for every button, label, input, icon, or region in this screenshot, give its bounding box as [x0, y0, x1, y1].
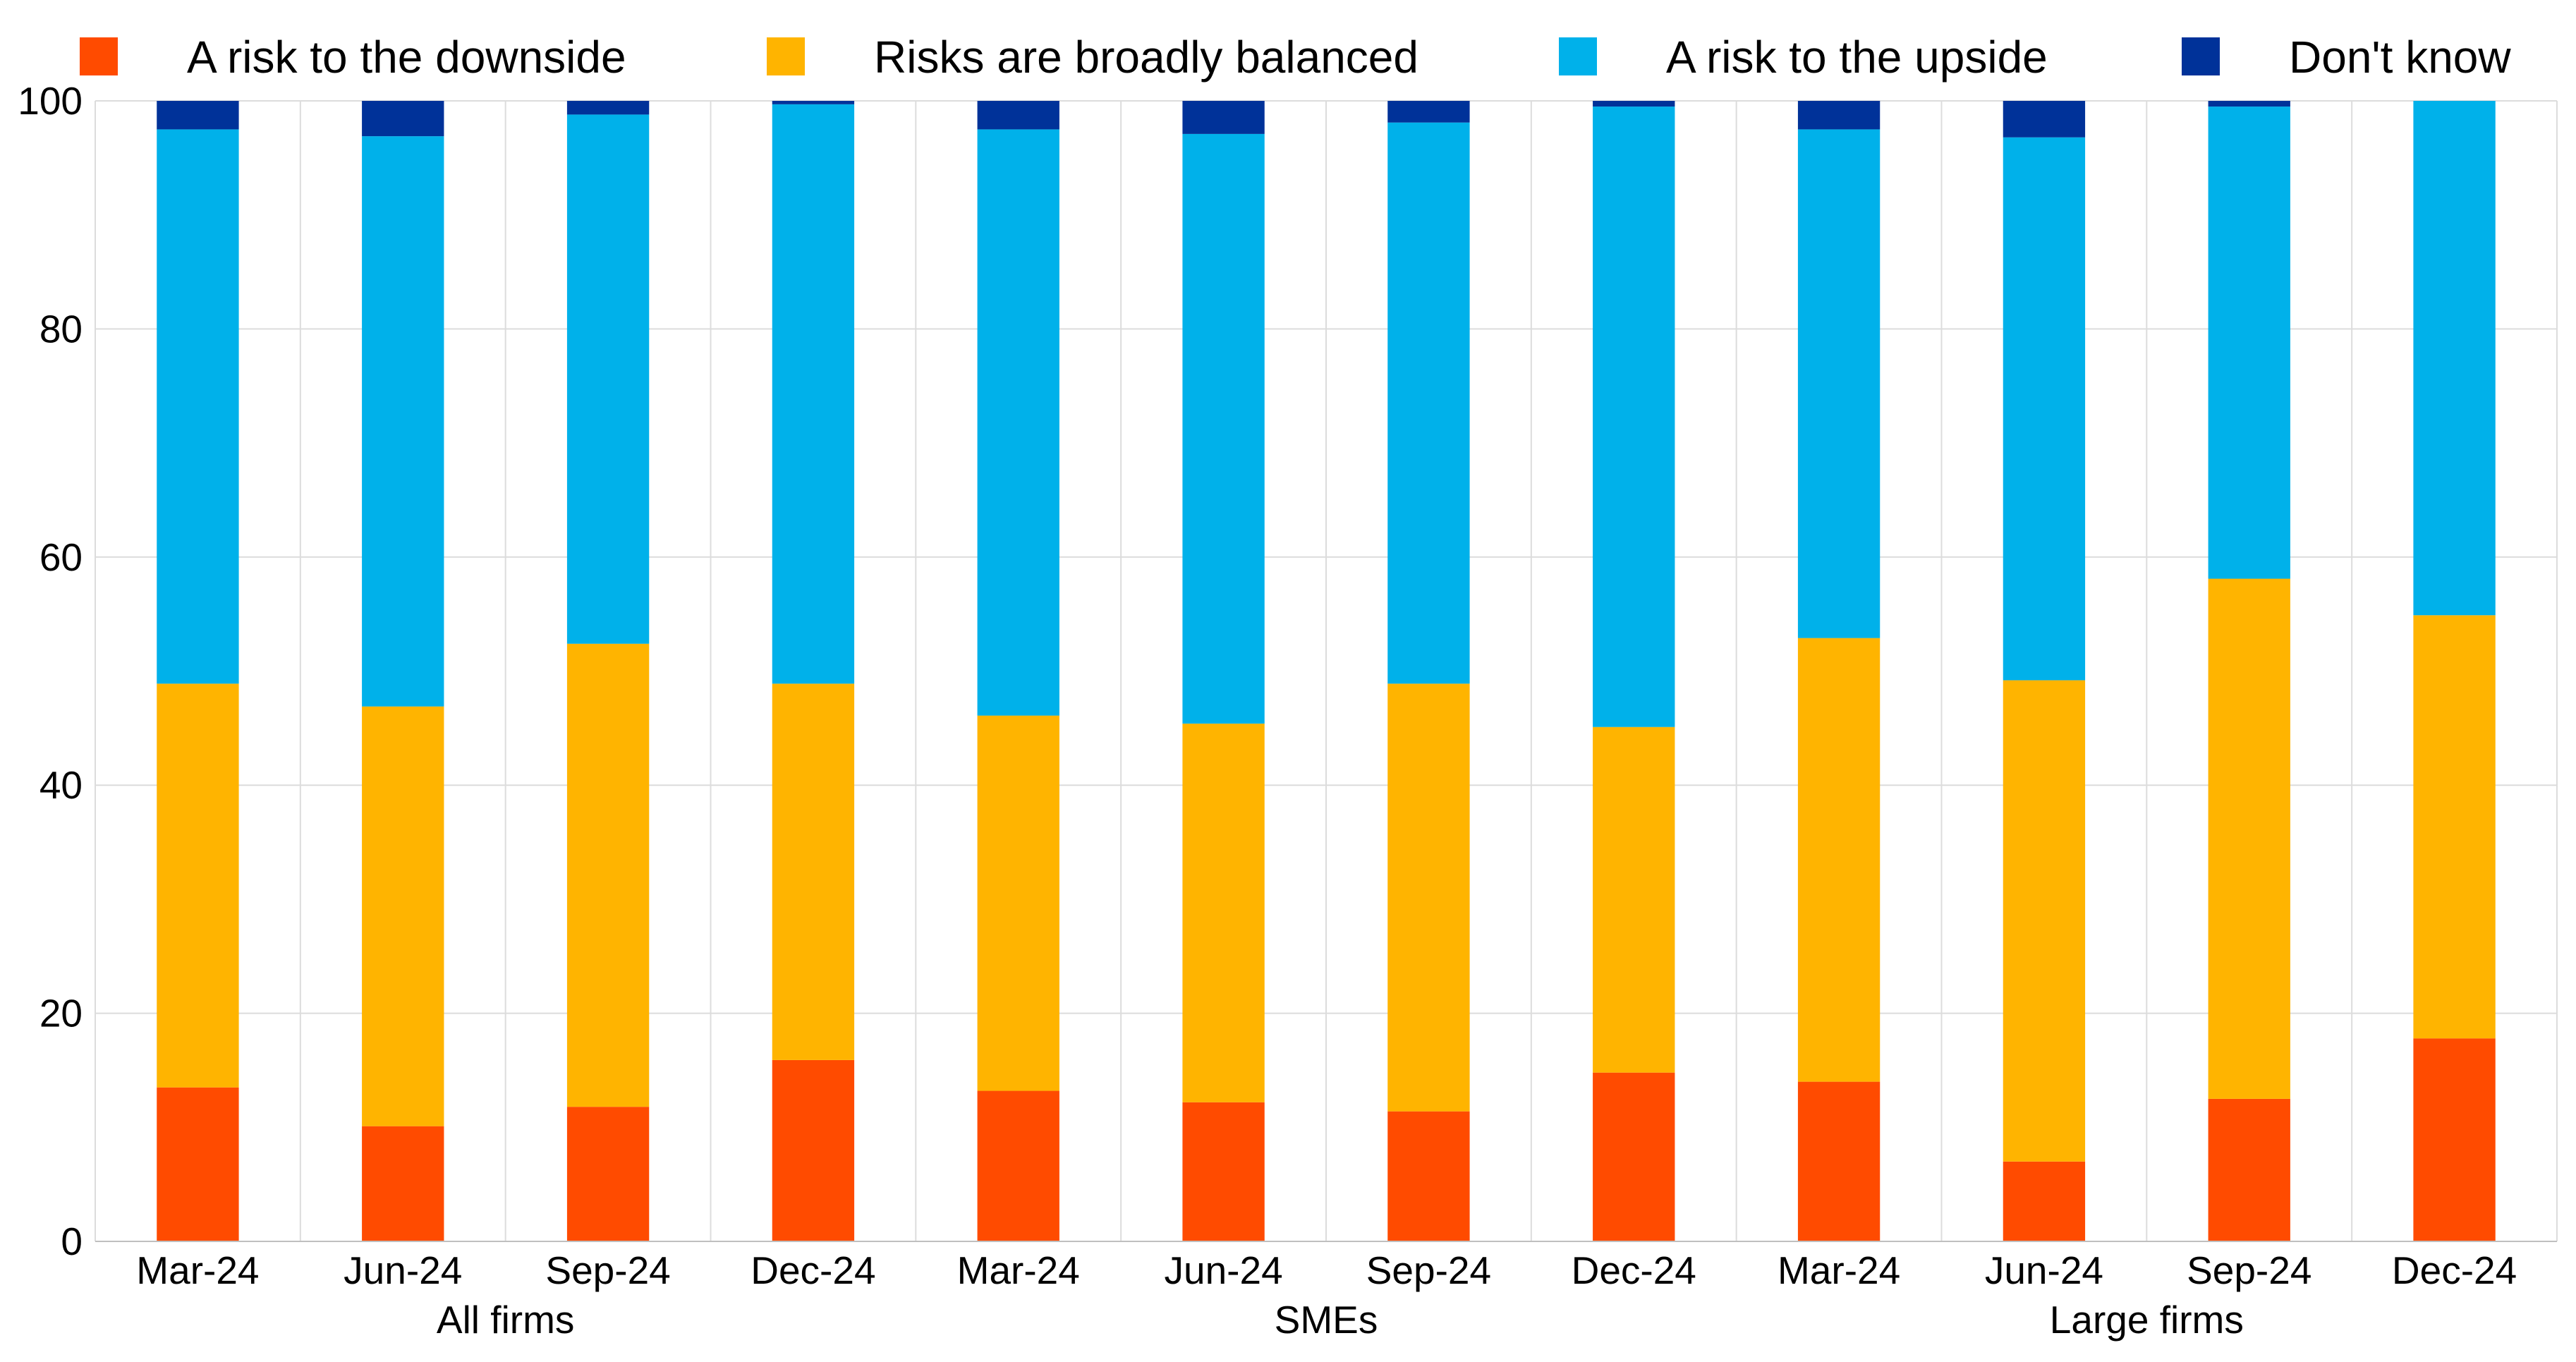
x-tick-label: Mar-24 — [1778, 1248, 1900, 1292]
axes: 0 20 40 60 80 100 Mar-24 Jun-24 Sep-24 Dec-24 Mar-… — [18, 79, 2557, 1342]
bar-segment-a-risk-to-the-upside — [157, 129, 239, 684]
bar-segment-risks-are-broadly-balanced — [1797, 638, 1881, 1082]
bar-segment-a-risk-to-the-downside — [2003, 1161, 2086, 1241]
bars — [157, 101, 2496, 1241]
bar-segment-a-risk-to-the-downside — [1593, 1072, 1675, 1241]
bar-segment-don-t-know — [1797, 101, 1881, 130]
bar-segment-risks-are-broadly-balanced — [2003, 680, 2086, 1162]
bar-segment-a-risk-to-the-upside — [2413, 101, 2496, 616]
x-tick-label: Jun-24 — [344, 1248, 462, 1292]
bar-segment-a-risk-to-the-upside — [2208, 107, 2290, 579]
x-tick-label: Sep-24 — [545, 1248, 670, 1292]
bar-segment-a-risk-to-the-downside — [566, 1107, 650, 1241]
y-tick-label: 20 — [40, 992, 83, 1035]
bar-segment-risks-are-broadly-balanced — [2413, 615, 2496, 1039]
x-tick-label: Dec-24 — [2392, 1248, 2517, 1292]
bar-segment-a-risk-to-the-downside — [1182, 1102, 1265, 1241]
y-tick-label: 100 — [18, 79, 83, 123]
bar-segment-a-risk-to-the-upside — [1182, 133, 1265, 724]
legend-label: Don't know — [2289, 32, 2511, 83]
bar-segment-a-risk-to-the-upside — [772, 104, 855, 684]
legend-label: Risks are broadly balanced — [874, 32, 1418, 83]
x-group-label: Large firms — [2050, 1298, 2244, 1342]
bar-segment-risks-are-broadly-balanced — [772, 683, 855, 1060]
bar-segment-a-risk-to-the-downside — [157, 1087, 239, 1241]
x-tick-label: Mar-24 — [957, 1248, 1080, 1292]
bar-segment-a-risk-to-the-downside — [772, 1059, 855, 1241]
bar-segment-don-t-know — [2003, 101, 2086, 138]
bar-segment-risks-are-broadly-balanced — [1593, 726, 1675, 1073]
bar-segment-a-risk-to-the-upside — [2003, 137, 2086, 681]
x-tick-label: Dec-24 — [1572, 1248, 1696, 1292]
bar-segment-risks-are-broadly-balanced — [2208, 578, 2290, 1099]
bar-segment-a-risk-to-the-upside — [362, 136, 444, 707]
bar-segment-a-risk-to-the-downside — [1797, 1081, 1881, 1241]
x-tick-label: Sep-24 — [2187, 1248, 2311, 1292]
legend-swatch — [2182, 37, 2220, 75]
legend-swatch — [80, 37, 118, 75]
bar-segment-a-risk-to-the-downside — [362, 1126, 444, 1241]
x-tick-label: Sep-24 — [1366, 1248, 1491, 1292]
bar-segment-risks-are-broadly-balanced — [1387, 683, 1470, 1112]
bar-segment-risks-are-broadly-balanced — [362, 706, 444, 1126]
legend: A risk to the downside Risks are broadly … — [80, 32, 2511, 83]
legend-label: A risk to the downside — [187, 32, 626, 83]
bar-segment-risks-are-broadly-balanced — [157, 683, 239, 1088]
bar-segment-a-risk-to-the-upside — [566, 114, 650, 644]
bar-segment-don-t-know — [362, 101, 444, 137]
bar-segment-a-risk-to-the-downside — [977, 1090, 1059, 1241]
bar-segment-don-t-know — [772, 101, 855, 104]
bar-segment-a-risk-to-the-upside — [977, 129, 1059, 716]
bar-segment-risks-are-broadly-balanced — [1182, 723, 1265, 1102]
x-group-label: All firms — [437, 1298, 575, 1342]
grid-lines — [95, 100, 2558, 1242]
x-tick-label: Mar-24 — [136, 1248, 259, 1292]
bar-segment-don-t-know — [2208, 101, 2290, 107]
legend-swatch — [1559, 37, 1597, 75]
bar-segment-don-t-know — [1387, 101, 1470, 123]
legend-label: A risk to the upside — [1666, 32, 2048, 83]
y-tick-label: 0 — [61, 1220, 83, 1263]
y-tick-label: 80 — [40, 307, 83, 351]
bar-segment-a-risk-to-the-upside — [1387, 122, 1470, 684]
bar-segment-don-t-know — [1182, 101, 1265, 134]
x-tick-label: Jun-24 — [1985, 1248, 2103, 1292]
bar-segment-risks-are-broadly-balanced — [566, 643, 650, 1107]
bar-segment-a-risk-to-the-upside — [1593, 107, 1675, 727]
legend-swatch — [767, 37, 805, 75]
bar-segment-don-t-know — [1593, 101, 1675, 107]
bar-segment-risks-are-broadly-balanced — [977, 715, 1059, 1091]
x-tick-label: Dec-24 — [751, 1248, 875, 1292]
bar-segment-a-risk-to-the-downside — [2413, 1038, 2496, 1241]
y-tick-label: 40 — [40, 763, 83, 807]
x-group-label: SMEs — [1275, 1298, 1378, 1342]
bar-segment-a-risk-to-the-downside — [1387, 1111, 1470, 1241]
bar-segment-don-t-know — [566, 101, 650, 115]
bar-segment-don-t-know — [977, 101, 1059, 130]
bar-segment-a-risk-to-the-upside — [1797, 129, 1881, 638]
y-tick-label: 60 — [40, 535, 83, 579]
bar-segment-don-t-know — [157, 101, 239, 130]
x-tick-label: Jun-24 — [1164, 1248, 1282, 1292]
bar-segment-a-risk-to-the-downside — [2208, 1098, 2290, 1241]
